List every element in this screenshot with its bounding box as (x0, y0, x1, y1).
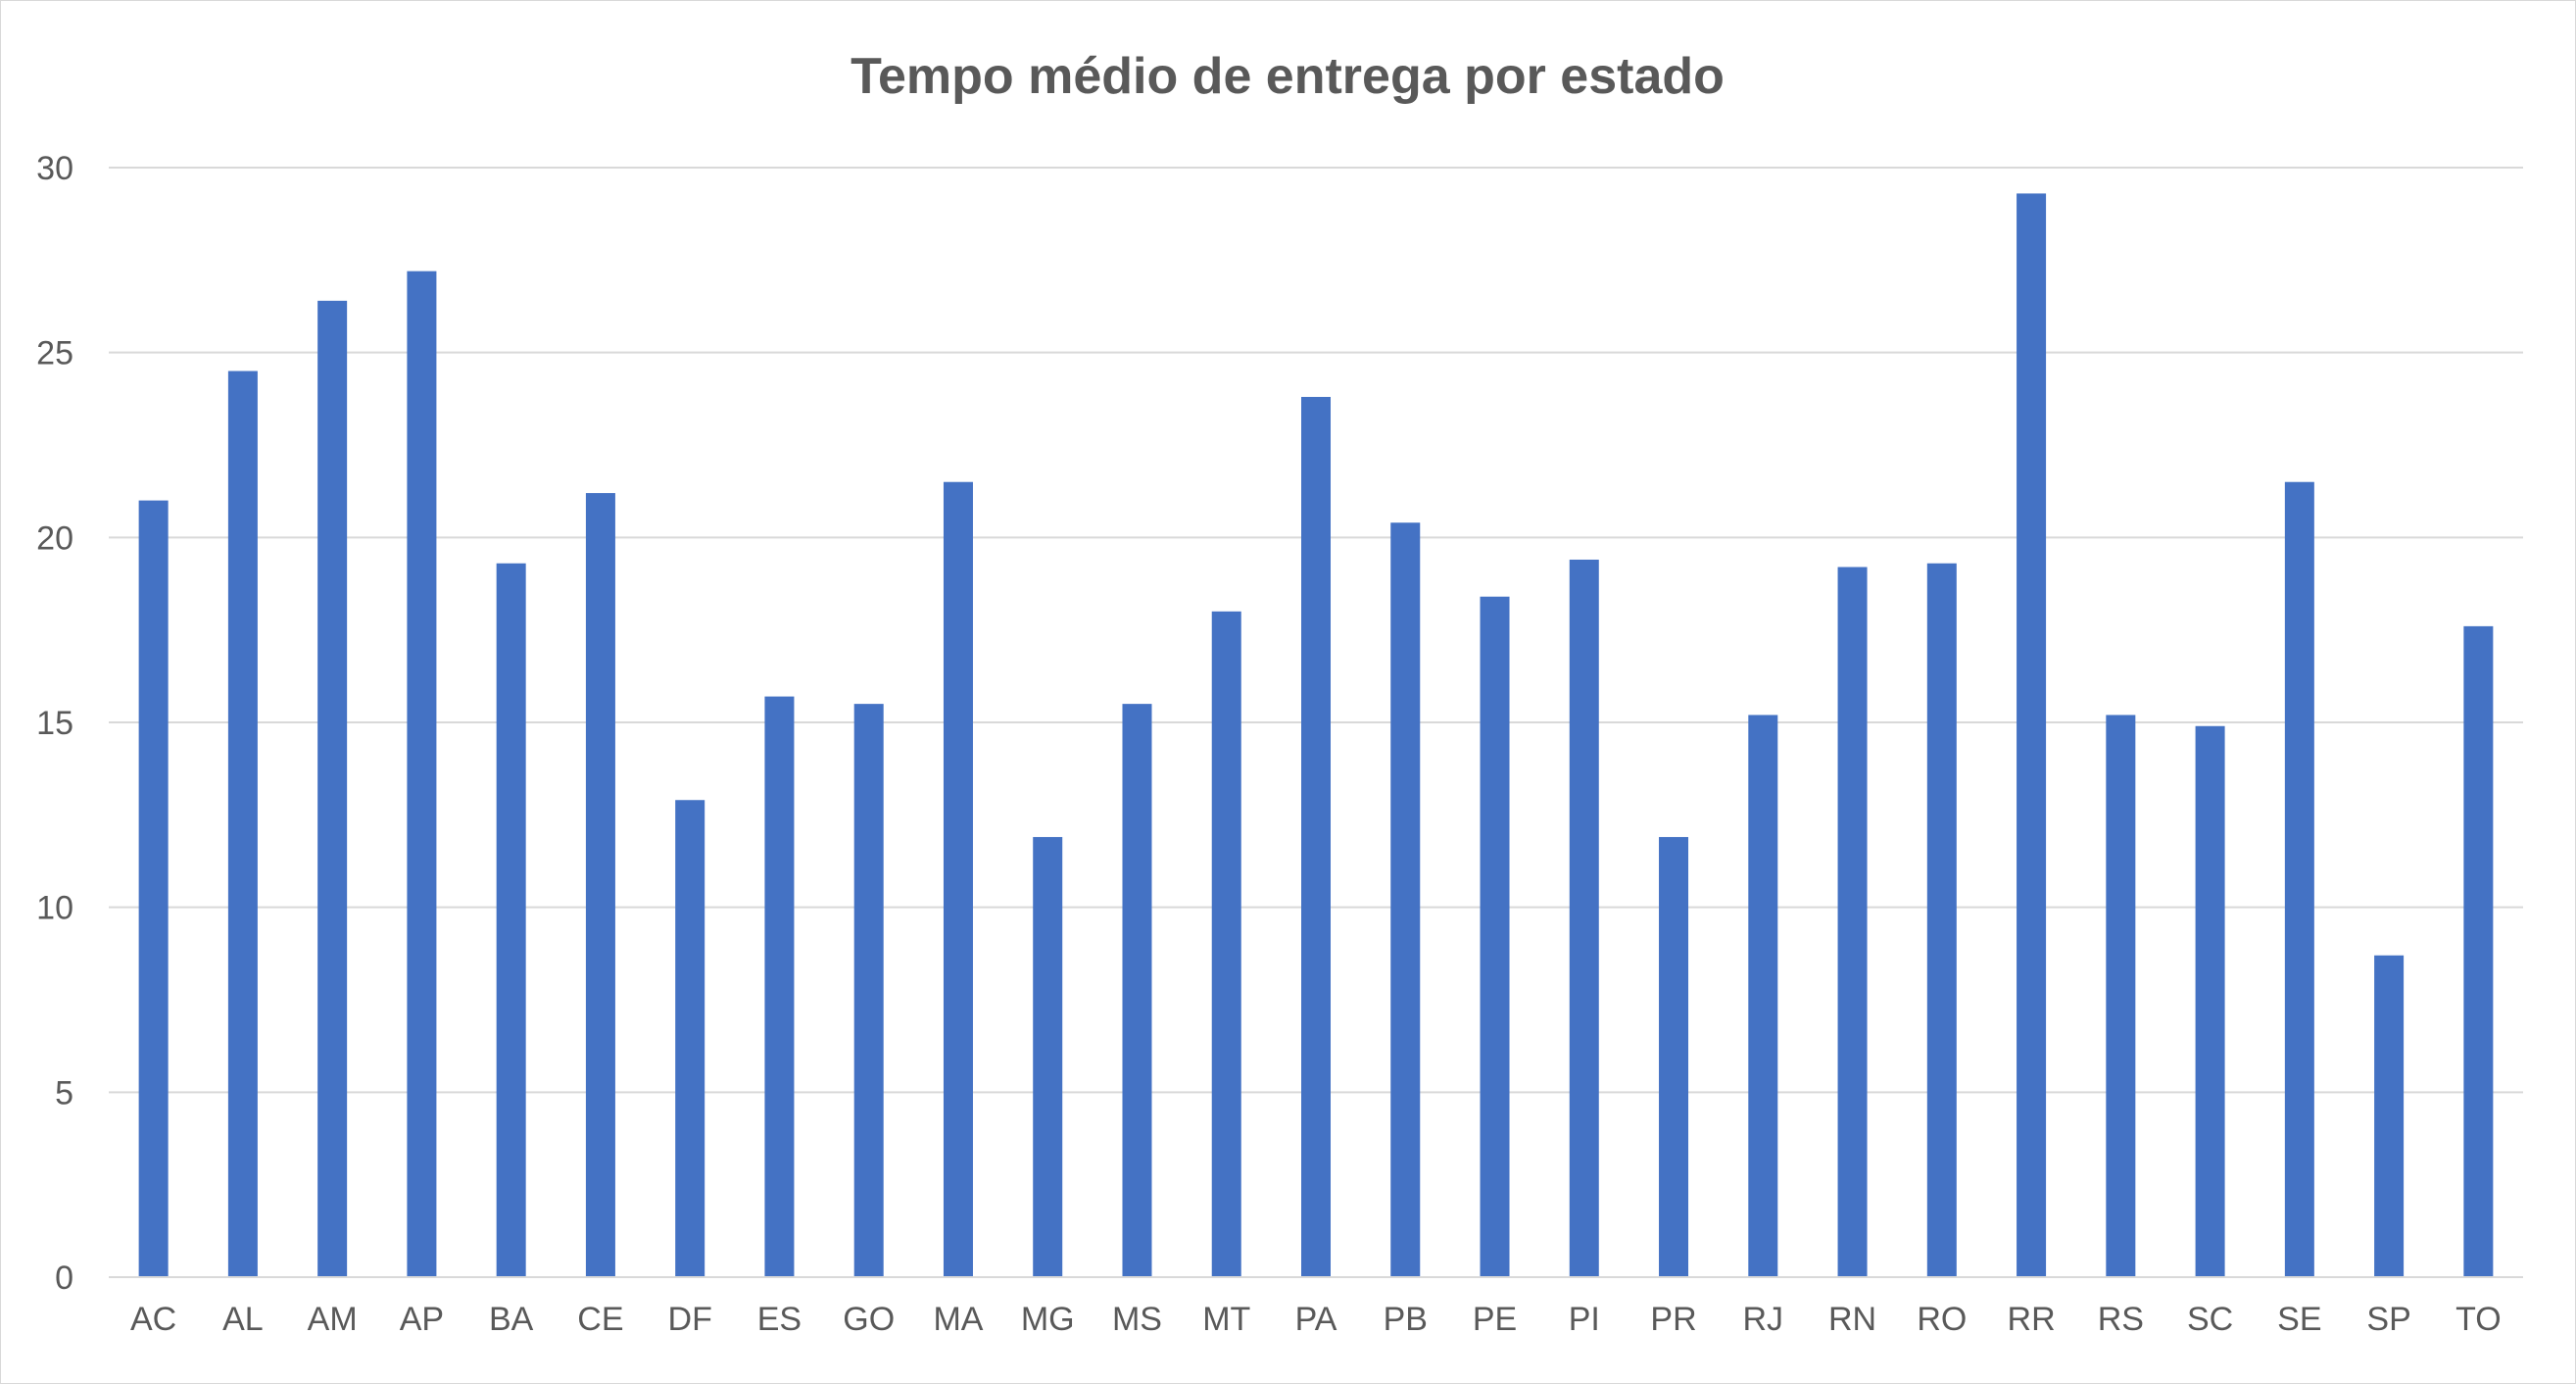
bar-sc (2195, 725, 2225, 1277)
x-tick-label: MA (933, 1301, 983, 1338)
bar-to (2463, 625, 2494, 1277)
x-tick-label: SC (2187, 1301, 2233, 1338)
x-tick-label: SE (2277, 1301, 2321, 1338)
bar-mt (1211, 611, 1241, 1277)
y-tick-label: 25 (36, 335, 73, 372)
bar-pi (1569, 559, 1599, 1277)
x-tick-label: CE (577, 1301, 623, 1338)
bar-es (764, 696, 795, 1277)
bars (138, 193, 2494, 1278)
x-tick-label: ES (757, 1301, 802, 1338)
x-tick-label: PR (1650, 1301, 1696, 1338)
bar-ce (585, 493, 615, 1277)
bar-al (227, 371, 258, 1277)
x-tick-label: RJ (1743, 1301, 1784, 1338)
bar-pa (1301, 396, 1331, 1277)
bar-rj (1748, 715, 1778, 1277)
bar-pb (1390, 522, 1421, 1277)
x-tick-label: BA (489, 1301, 534, 1338)
chart-title: Tempo médio de entrega por estado (851, 48, 1725, 105)
x-tick-label: MG (1021, 1301, 1075, 1338)
bar-mg (1033, 836, 1063, 1277)
x-tick-label: GO (843, 1301, 895, 1338)
y-tick-label: 0 (55, 1260, 73, 1297)
bar-sp (2374, 955, 2405, 1277)
bar-ba (496, 563, 526, 1277)
bar-ro (1926, 563, 1957, 1277)
x-tick-label: MT (1202, 1301, 1250, 1338)
x-axis-tick-labels: AC AL AM AP BA CE DF ES GO MA MG MS MT PA PB PE PI PR RJ RN… (130, 1301, 2502, 1338)
bar-rr (2017, 193, 2047, 1277)
bar-rs (2106, 715, 2136, 1277)
bar-ma (943, 481, 973, 1277)
x-tick-label: PA (1295, 1301, 1337, 1338)
bar-ap (407, 271, 437, 1277)
x-tick-label: TO (2455, 1301, 2502, 1338)
x-tick-label: SP (2366, 1301, 2410, 1338)
bar-go (853, 704, 884, 1277)
x-tick-label: MS (1112, 1301, 1162, 1338)
bar-df (675, 800, 705, 1277)
x-tick-label: RN (1828, 1301, 1876, 1338)
bar-se (2284, 481, 2314, 1277)
x-tick-label: AP (400, 1301, 444, 1338)
y-tick-label: 10 (36, 890, 73, 927)
bar-ms (1122, 704, 1152, 1277)
x-tick-label: RR (2008, 1301, 2056, 1338)
x-tick-label: RO (1917, 1301, 1967, 1338)
bar-ac (138, 500, 169, 1278)
x-tick-label: AC (130, 1301, 176, 1338)
x-tick-label: PI (1569, 1301, 1600, 1338)
bar-pr (1659, 836, 1689, 1277)
y-axis-tick-labels: 0 5 10 15 20 25 30 (36, 150, 73, 1297)
x-tick-label: RS (2098, 1301, 2144, 1338)
bar-rn (1837, 567, 1868, 1277)
y-tick-label: 15 (36, 705, 73, 742)
y-tick-label: 20 (36, 519, 73, 557)
x-tick-label: PE (1473, 1301, 1517, 1338)
x-tick-label: PB (1384, 1301, 1428, 1338)
x-tick-label: AL (222, 1301, 264, 1338)
x-tick-label: DF (668, 1301, 712, 1338)
y-tick-label: 5 (55, 1074, 73, 1112)
bar-am (317, 300, 348, 1278)
x-tick-label: AM (308, 1301, 358, 1338)
y-tick-label: 30 (36, 150, 73, 187)
bar-pe (1480, 596, 1510, 1277)
